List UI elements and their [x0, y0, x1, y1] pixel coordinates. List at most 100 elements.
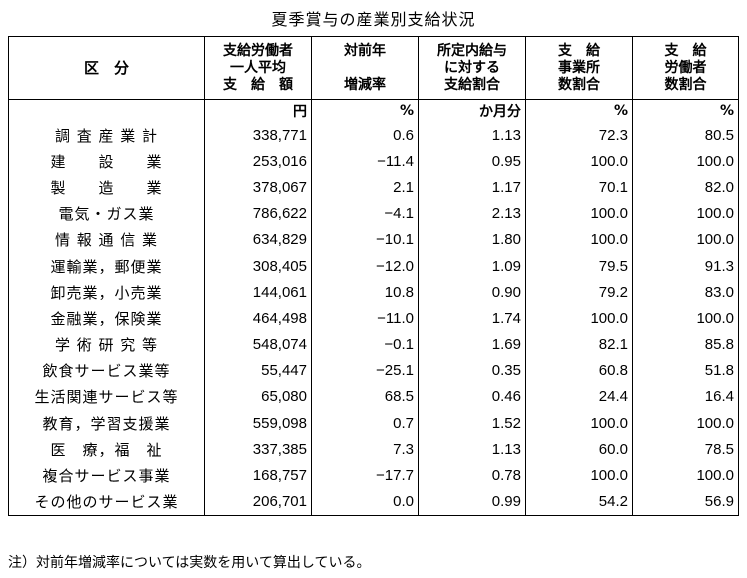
table-row: 教育，学習支援業 559,098 0.7 1.52 100.0 100.0: [8, 410, 739, 437]
table-row: 生活関連サービス等 65,080 68.5 0.46 24.4 16.4: [8, 383, 739, 411]
amount-cell: 786,622: [204, 200, 312, 227]
workers-cell: 100.0: [632, 226, 739, 253]
table-row: 学 術 研 究 等 548,074 −0.1 1.69 82.1 85.8: [8, 331, 739, 358]
category-cell: 建 設 業: [8, 148, 205, 175]
header-category: 区 分: [8, 36, 205, 100]
change-cell: 2.1: [311, 174, 419, 201]
category-cell: 卸売業，小売業: [8, 279, 205, 306]
table-row: 複合サービス事業 168,757 −17.7 0.78 100.0 100.0: [8, 462, 739, 489]
unit-cell: [8, 99, 205, 122]
ratio-cell: 1.80: [418, 226, 526, 253]
unit-cell: か月分: [418, 99, 526, 122]
header-label: 支 給: [664, 42, 707, 59]
category-cell: 学 術 研 究 等: [8, 331, 205, 358]
establishments-cell: 79.2: [525, 279, 633, 306]
header-label: 事業所: [558, 59, 600, 76]
amount-cell: 65,080: [204, 383, 312, 411]
workers-cell: 80.5: [632, 122, 739, 149]
amount-cell: 206,701: [204, 488, 312, 516]
amount-cell: 378,067: [204, 174, 312, 201]
category-cell: 金融業，保険業: [8, 305, 205, 332]
amount-cell: 548,074: [204, 331, 312, 358]
header-ratio: 所定内給与 に対する 支給割合: [418, 36, 526, 100]
establishments-cell: 79.5: [525, 252, 633, 280]
header-label: 区 分: [83, 58, 129, 77]
ratio-cell: 1.69: [418, 331, 526, 358]
header-label: 支給労働者: [223, 42, 293, 59]
amount-cell: 464,498: [204, 305, 312, 332]
workers-cell: 83.0: [632, 279, 739, 306]
establishments-cell: 60.0: [525, 436, 633, 463]
header-label: 支給割合: [444, 76, 500, 93]
category-cell: 飲食サービス業等: [8, 357, 205, 384]
header-amount: 支給労働者 一人平均 支 給 額: [204, 36, 312, 100]
category-cell: 情 報 通 信 業: [8, 226, 205, 253]
amount-cell: 308,405: [204, 252, 312, 280]
amount-cell: 168,757: [204, 462, 312, 489]
amount-cell: 338,771: [204, 122, 312, 149]
workers-cell: 100.0: [632, 148, 739, 175]
workers-cell: 82.0: [632, 174, 739, 201]
header-label: [312, 60, 418, 77]
header-label: 支 給: [558, 42, 600, 59]
table-row: 医 療，福 祉 337,385 7.3 1.13 60.0 78.5: [8, 436, 739, 463]
header-label: 支 給 額: [223, 76, 293, 93]
ratio-cell: 1.74: [418, 305, 526, 332]
amount-cell: 337,385: [204, 436, 312, 463]
header-label: 数割合: [664, 76, 707, 93]
establishments-cell: 54.2: [525, 488, 633, 516]
change-cell: −12.0: [311, 252, 419, 280]
workers-cell: 100.0: [632, 200, 739, 227]
workers-cell: 100.0: [632, 462, 739, 489]
table-row: その他のサービス業 206,701 0.0 0.99 54.2 56.9: [8, 488, 739, 516]
category-cell: 教育，学習支援業: [8, 410, 205, 437]
table-row: 情 報 通 信 業 634,829 −10.1 1.80 100.0 100.0: [8, 226, 739, 253]
ratio-cell: 1.13: [418, 122, 526, 149]
table-row: 建 設 業 253,016 −11.4 0.95 100.0 100.0: [8, 148, 739, 175]
change-cell: −17.7: [311, 462, 419, 489]
header-change: 対前年 増減率: [311, 36, 419, 100]
bonus-by-industry-table: 区 分 支給労働者 一人平均 支 給 額 対前年 増減率 所定内給与 に対する …: [8, 36, 739, 516]
header-label: 増減率: [344, 76, 386, 93]
footnote: 注）対前年増減率については実数を用いて算出している。: [8, 555, 371, 571]
amount-cell: 634,829: [204, 226, 312, 253]
establishments-cell: 100.0: [525, 226, 633, 253]
change-cell: −4.1: [311, 200, 419, 227]
category-cell: 調 査 産 業 計: [8, 122, 205, 149]
table-row: 電気・ガス業 786,622 −4.1 2.13 100.0 100.0: [8, 200, 739, 227]
change-cell: 10.8: [311, 279, 419, 306]
header-label: 労働者: [664, 59, 707, 76]
workers-cell: 78.5: [632, 436, 739, 463]
workers-cell: 56.9: [632, 488, 739, 516]
category-cell: 製 造 業: [8, 174, 205, 201]
amount-cell: 55,447: [204, 357, 312, 384]
header-establishments: 支 給 事業所 数割合: [525, 36, 633, 100]
header-label: 対前年: [344, 42, 386, 59]
ratio-cell: 0.99: [418, 488, 526, 516]
ratio-cell: 0.95: [418, 148, 526, 175]
header-label: 数割合: [558, 76, 600, 93]
amount-cell: 253,016: [204, 148, 312, 175]
change-cell: 0.7: [311, 410, 419, 437]
category-cell: 生活関連サービス等: [8, 383, 205, 411]
workers-cell: 100.0: [632, 410, 739, 437]
ratio-cell: 1.09: [418, 252, 526, 280]
change-cell: 0.0: [311, 488, 419, 516]
establishments-cell: 100.0: [525, 462, 633, 489]
category-cell: 医 療，福 祉: [8, 436, 205, 463]
category-cell: その他のサービス業: [8, 488, 205, 516]
ratio-cell: 0.46: [418, 383, 526, 411]
establishments-cell: 70.1: [525, 174, 633, 201]
ratio-cell: 1.17: [418, 174, 526, 201]
table-body: 調 査 産 業 計 338,771 0.6 1.13 72.3 80.5 建 設 業 253,…: [8, 122, 739, 516]
establishments-cell: 100.0: [525, 200, 633, 227]
table-title: 夏季賞与の産業別支給状況: [271, 10, 476, 29]
unit-cell: %: [632, 99, 739, 122]
change-cell: −25.1: [311, 357, 419, 384]
ratio-cell: 0.35: [418, 357, 526, 384]
establishments-cell: 24.4: [525, 383, 633, 411]
ratio-cell: 1.13: [418, 436, 526, 463]
header-label: 所定内給与: [437, 42, 507, 59]
ratio-cell: 0.90: [418, 279, 526, 306]
ratio-cell: 2.13: [418, 200, 526, 227]
